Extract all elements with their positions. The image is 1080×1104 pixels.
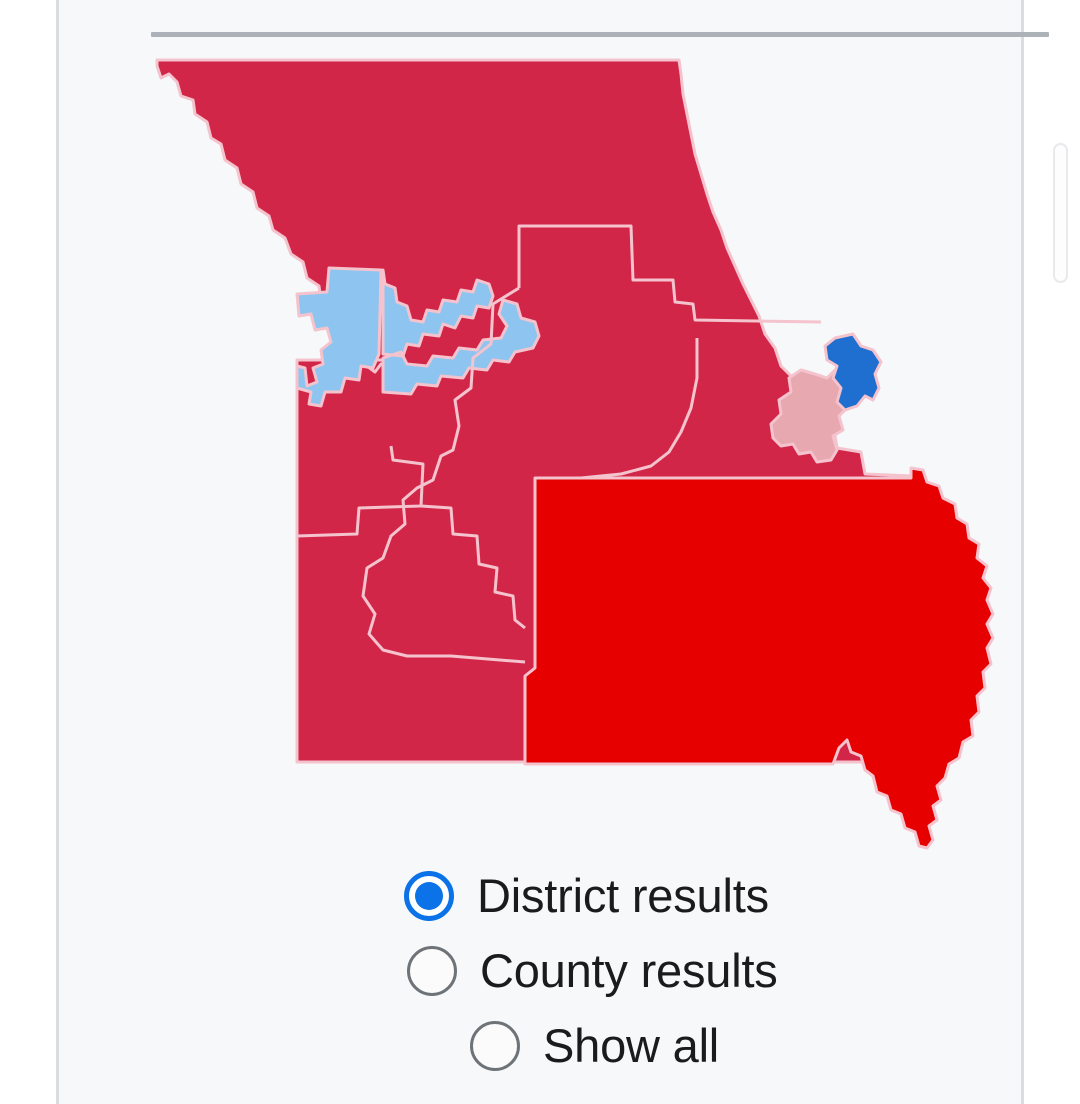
district-boundary-central-spine — [361, 286, 526, 664]
legend-label-show-all: Show all — [543, 1019, 720, 1072]
legend-label-district-results: District results — [477, 869, 769, 922]
missouri-district-map[interactable] — [121, 48, 1071, 858]
legend-label-county-results: County results — [480, 944, 778, 997]
vertical-scrollbar[interactable] — [1050, 0, 1072, 1104]
section-divider — [151, 32, 1049, 37]
region-kansas-city-democrat[interactable] — [295, 266, 541, 408]
map-view-legend: District results County results Show all — [115, 858, 1080, 1083]
legend-option-county-results[interactable]: County results — [115, 933, 1080, 1008]
district-boundary-central-north — [517, 224, 822, 324]
content-card: District results County results Show all — [56, 0, 1049, 1104]
right-gutter — [1024, 0, 1080, 1104]
map-svg[interactable] — [121, 48, 1071, 858]
radio-district-results-icon[interactable] — [404, 870, 454, 921]
radio-show-all-icon[interactable] — [470, 1020, 520, 1071]
district-boundary-southwest-2 — [420, 504, 526, 630]
legend-option-district-results[interactable]: District results — [115, 858, 1080, 933]
region-southeast-strong-red[interactable] — [523, 466, 995, 850]
legend-option-show-all[interactable]: Show all — [115, 1008, 1080, 1083]
scrollbar-thumb[interactable] — [1053, 143, 1068, 283]
left-gutter — [0, 0, 56, 1104]
region-st-louis-city-democrat[interactable] — [823, 332, 883, 412]
district-boundary-central-east — [535, 338, 699, 480]
radio-county-results-icon[interactable] — [407, 945, 457, 996]
